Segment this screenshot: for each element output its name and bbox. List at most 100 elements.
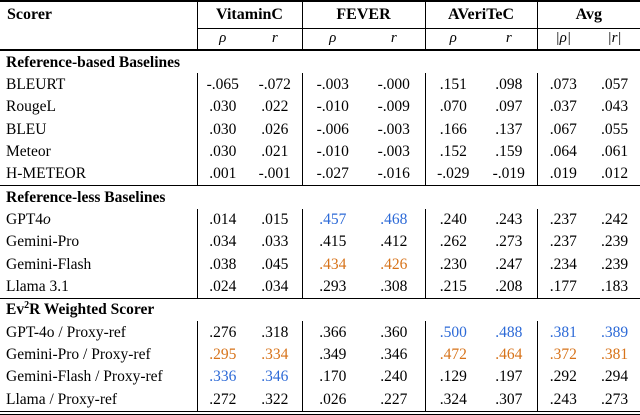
table-row: BLEURT -.065 -.072 -.003 -.000 .151 .098 .073 .0… (0, 73, 640, 96)
value-cell: -.003 (377, 120, 410, 138)
value-cell: .381 (536, 321, 590, 344)
value-cell: .294 (600, 368, 629, 386)
table-row: Gemini-Pro .034 .033 .415 .412 .262 .273 .237 .2… (0, 230, 640, 254)
value-cell: -.003 (377, 142, 410, 160)
scorer-name: Meteor (6, 142, 51, 160)
value-cell: .336 (196, 365, 248, 389)
value-cell: .237 (536, 208, 590, 231)
scorer-name: RougeL (6, 98, 56, 116)
section-title: Reference-less Baselines (0, 185, 640, 209)
table-row: BLEU .030 .026 -.006 -.003 .166 .137 .067 .055 (0, 118, 640, 141)
value-cell: .322 (261, 390, 289, 408)
value-cell: -.016 (377, 165, 410, 183)
section-header-row: Reference-based Baselines (0, 50, 640, 73)
value-cell: .415 (301, 230, 363, 254)
value-cell: .273 (495, 233, 523, 251)
section-header-row: Ev2R Weighted Scorer (0, 297, 640, 322)
table-row: Meteor .030 .021 -.010 -.003 .152 .159 .064 .061 (0, 140, 640, 163)
value-cell: -.009 (377, 98, 410, 116)
value-cell: .366 (301, 321, 363, 344)
scorer-name: Gemini-Pro / Proxy-ref (6, 346, 151, 363)
value-cell: .457 (301, 208, 363, 231)
header-sub-row: ρ r ρ r ρ r |ρ| |r| (0, 28, 640, 50)
table-row: Llama / Proxy-ref .272 .322 .026 .227 .324 .30… (0, 388, 640, 413)
scorer-name: H-METEOR (6, 165, 87, 183)
value-cell: .197 (495, 368, 523, 386)
subheader-fever-r: r (390, 30, 397, 47)
scorer-name: GPT-4o / Proxy-ref (6, 323, 126, 341)
value-cell: .324 (424, 388, 482, 413)
subheader-vitaminc-rho: ρ (196, 28, 248, 50)
value-cell: .034 (261, 277, 289, 295)
value-cell: .240 (380, 368, 408, 386)
subheader-avg-abs-r: |r| (607, 30, 622, 47)
value-cell: -.001 (258, 165, 291, 183)
value-cell: .030 (196, 140, 248, 163)
value-cell: .239 (600, 255, 629, 273)
value-cell: .292 (536, 365, 590, 389)
scorer-name: Gemini-Pro (6, 233, 80, 251)
value-cell: .064 (536, 140, 590, 163)
value-cell: .307 (495, 390, 523, 408)
value-cell: .159 (495, 142, 523, 160)
value-cell: .030 (196, 118, 248, 141)
value-cell: .015 (261, 210, 289, 228)
value-cell: .243 (536, 388, 590, 413)
value-cell: .318 (261, 323, 289, 341)
value-cell: .026 (301, 388, 363, 413)
value-cell: .308 (380, 277, 408, 295)
table-row: GPT4o .014 .015 .457 .468 .240 .243 .237 .242 (0, 208, 640, 231)
table-row: Llama 3.1 .024 .034 .293 .308 .215 .208 .177 .18… (0, 275, 640, 299)
column-header-vitaminc: VitaminC (196, 1, 302, 29)
value-cell: -.010 (301, 95, 363, 119)
value-cell: .360 (380, 323, 408, 341)
value-cell: .272 (196, 388, 248, 413)
value-cell: -.072 (258, 75, 291, 93)
value-cell: -.029 (424, 162, 482, 186)
value-cell: .242 (600, 210, 629, 228)
header-group-row: Scorer VitaminC FEVER AVeriTeC Avg (0, 1, 640, 29)
value-cell: .021 (261, 142, 289, 160)
value-cell: .334 (261, 346, 289, 363)
value-cell: .045 (261, 255, 289, 273)
value-cell: .061 (600, 142, 629, 160)
table-row: Gemini-Flash / Proxy-ref .336 .346 .170 .240… (0, 365, 640, 389)
value-cell: .055 (600, 120, 629, 138)
value-cell: .372 (536, 343, 590, 366)
value-cell: .097 (495, 98, 523, 116)
scorer-name: BLEURT (6, 75, 66, 93)
value-cell: .293 (301, 275, 363, 299)
column-header-averitec: AVeriTeC (424, 1, 538, 29)
value-cell: .022 (261, 98, 289, 116)
subheader-averitec-r: r (505, 30, 512, 47)
subheader-vitaminc-r: r (271, 30, 278, 47)
value-cell: .237 (536, 230, 590, 254)
table-header: Scorer VitaminC FEVER AVeriTeC Avg ρ r ρ… (0, 1, 640, 50)
value-cell: .208 (495, 277, 523, 295)
value-cell: -.065 (196, 73, 248, 96)
scorer-name: Llama / Proxy-ref (6, 390, 118, 408)
value-cell: .412 (380, 233, 408, 251)
value-cell: .381 (600, 346, 629, 363)
section-title: Ev2R Weighted Scorer (0, 297, 640, 322)
subheader-avg-abs-rho: |ρ| (536, 28, 590, 50)
value-cell: .129 (424, 365, 482, 389)
value-cell: .468 (380, 210, 408, 228)
subheader-averitec-rho: ρ (424, 28, 482, 50)
value-cell: .152 (424, 140, 482, 163)
value-cell: .346 (380, 346, 408, 363)
value-cell: .230 (424, 253, 482, 276)
value-cell: .346 (261, 368, 289, 386)
value-cell: -.006 (301, 118, 363, 141)
value-cell: .024 (196, 275, 248, 299)
scorer-name: Gemini-Flash / Proxy-ref (6, 368, 163, 386)
value-cell: .001 (196, 162, 248, 186)
value-cell: -.019 (492, 165, 525, 183)
table-body: Reference-based Baselines BLEURT -.065 -.07… (0, 50, 640, 413)
value-cell: .151 (424, 73, 482, 96)
value-cell: .034 (196, 230, 248, 254)
value-cell: .426 (380, 255, 408, 273)
subheader-fever-rho: ρ (301, 28, 363, 50)
value-cell: .227 (380, 390, 408, 408)
scorer-name: BLEU (6, 120, 47, 138)
